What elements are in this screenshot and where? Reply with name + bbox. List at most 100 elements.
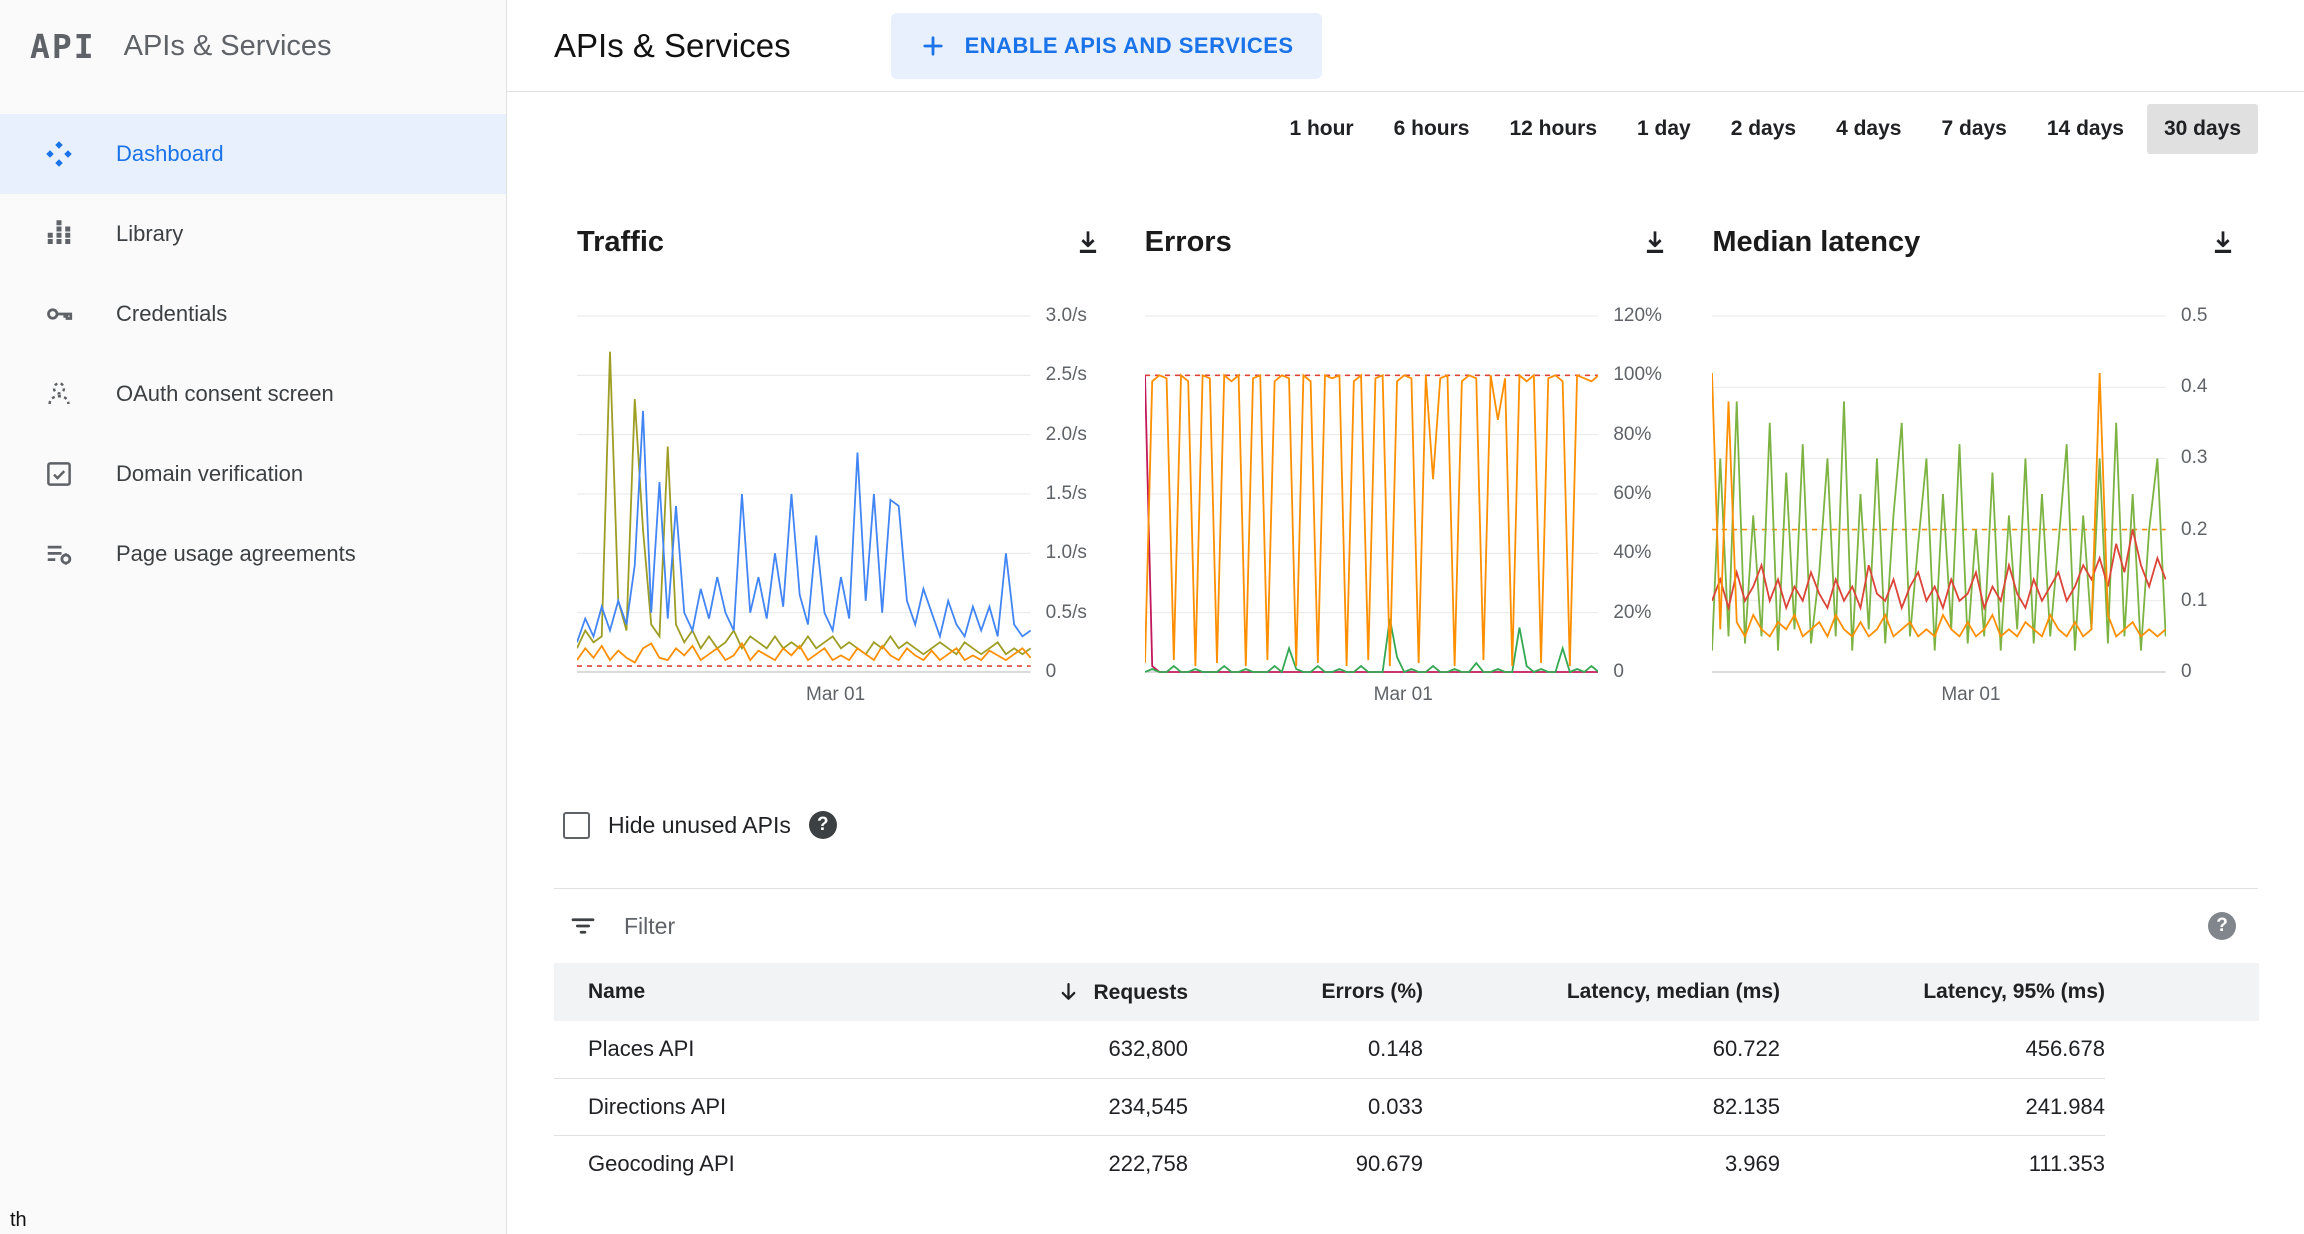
row-filler (2105, 1135, 2259, 1192)
plus-icon (923, 35, 943, 56)
column-header-requests[interactable]: Requests (914, 963, 1188, 1021)
cell-requests: 632,800 (1108, 1036, 1188, 1062)
chart-x-axis: Mar 01 (1712, 674, 2166, 708)
sidebar-item-library[interactable]: Library (0, 194, 506, 274)
y-axis-label: 100% (1613, 364, 1662, 386)
time-range-7-days[interactable]: 7 days (1941, 117, 2007, 140)
library-icon (44, 219, 74, 249)
y-axis-label: 0.3 (2181, 447, 2208, 469)
api-name-cell[interactable]: Directions API (554, 1077, 914, 1135)
time-range-30-days[interactable]: 30 days (2146, 104, 2258, 154)
y-axis-label: 2.5/s (1045, 364, 1087, 386)
charts-section: Traffic 3.0/s 2.5/s 2.0/s 1.5/s 1.0/s 0.5/s 0 … (507, 154, 2304, 708)
sidebar: API APIs & Services Dashboard Library Cred… (0, 0, 507, 1234)
chart-x-axis: Mar 01 (577, 674, 1031, 708)
table-help-icon[interactable]: ? (2208, 912, 2236, 940)
sidebar-item-label: Dashboard (116, 141, 224, 166)
y-axis-label: 0 (1613, 661, 1624, 682)
sidebar-item-page-usage-agreements[interactable]: Page usage agreements (0, 514, 506, 594)
column-header-errors[interactable]: Errors (%) (1321, 980, 1423, 1003)
main-header: APIs & Services ENABLE APIS AND SERVICES (507, 0, 2304, 92)
table-row[interactable]: Directions API 234,545 0.033 82.135 241.984 (554, 1077, 2259, 1135)
y-axis-label: 1.0/s (1045, 542, 1087, 564)
table-row[interactable]: Geocoding API 222,758 90.679 3.969 111.353 (554, 1134, 2259, 1192)
hide-unused-apis-label: Hide unused APIs (608, 811, 791, 838)
y-axis-label: 0.5/s (1045, 601, 1087, 623)
chart-y-axis: 0.5 0.4 0.3 0.2 0.1 0 (2166, 304, 2238, 682)
chart-body: 120% 100% 80% 60% 40% 20% 0 (1145, 304, 1671, 682)
hide-unused-apis-checkbox[interactable] (563, 811, 590, 839)
api-logo: API (30, 26, 96, 66)
cell-latency_95: 241.984 (1780, 1077, 2105, 1135)
chart-x-label: Mar 01 (806, 684, 866, 705)
filter-input[interactable] (624, 912, 2182, 940)
errors-chart-panel: Errors 120% 100% 80% 60% 40% 20% 0 Mar 01 (1144, 212, 1671, 708)
hide-unused-apis-row: Hide unused APIs ? (563, 808, 2304, 842)
sidebar-item-domain-verification[interactable]: Domain verification (0, 434, 506, 514)
cell-latency_95: 111.353 (1780, 1134, 2105, 1192)
api-name-cell[interactable]: Places API (588, 1036, 695, 1062)
row-filler (2105, 1021, 2259, 1078)
chart-header: Median latency (1712, 212, 2238, 272)
oauth-consent-icon (44, 379, 74, 409)
enable-apis-button-label: ENABLE APIS AND SERVICES (964, 32, 1294, 58)
sidebar-header: API APIs & Services (0, 0, 506, 92)
chart-x-label: Mar 01 (1373, 684, 1433, 705)
help-icon[interactable]: ? (808, 811, 837, 839)
sidebar-item-credentials[interactable]: Credentials (0, 274, 506, 354)
chart-plot (577, 304, 1031, 674)
column-header-latency-median-ms[interactable]: Latency, median (ms) (1566, 980, 1780, 1003)
time-range-14-days[interactable]: 14 days (2046, 117, 2124, 140)
chart-body: 3.0/s 2.5/s 2.0/s 1.5/s 1.0/s 0.5/s 0 (577, 304, 1103, 682)
table-body: Places API 632,800 0.148 60.722 456.678 Direc… (554, 1021, 2259, 1192)
y-axis-label: 40% (1613, 542, 1652, 564)
chart-header: Errors (1145, 212, 1671, 272)
chart-plot (1712, 304, 2166, 674)
y-axis-label: 120% (1613, 305, 1662, 326)
header-filler (2105, 963, 2259, 1021)
y-axis-label: 0.2 (2181, 518, 2208, 540)
main-content: APIs & Services ENABLE APIS AND SERVICES… (507, 0, 2304, 1234)
chart-x-label: Mar 01 (1941, 684, 2001, 705)
sidebar-item-dashboard[interactable]: Dashboard (0, 114, 506, 194)
traffic-chart-panel: Traffic 3.0/s 2.5/s 2.0/s 1.5/s 1.0/s 0.5/s 0 … (577, 212, 1103, 708)
column-header-latency-95-ms[interactable]: Latency, 95% (ms) (1923, 980, 2105, 1003)
download-icon[interactable] (1073, 227, 1103, 257)
api-table-card: ? Name Requests Errors (%) Latency, median … (554, 888, 2259, 1192)
download-icon[interactable] (1640, 227, 1670, 257)
time-range-12-hours[interactable]: 12 hours (1509, 117, 1597, 140)
key-icon (44, 299, 74, 329)
y-axis-label: 0.1 (2181, 589, 2208, 611)
api-name-cell[interactable]: Geocoding API (554, 1134, 914, 1192)
sidebar-item-label: Domain verification (116, 461, 304, 486)
download-icon[interactable] (2208, 227, 2238, 257)
time-range-1-day[interactable]: 1 day (1637, 117, 1691, 140)
y-axis-label: 0 (1045, 661, 1057, 682)
chart-x-axis: Mar 01 (1145, 674, 1599, 708)
time-range-4-days[interactable]: 4 days (1836, 117, 1902, 140)
time-range-2-days[interactable]: 2 days (1730, 117, 1797, 140)
median-latency-chart-panel: Median latency 0.5 0.4 0.3 0.2 0.1 0 Mar 01 (1712, 212, 2238, 708)
time-range-1-hour[interactable]: 1 hour (1289, 117, 1354, 140)
dashboard-icon (44, 139, 74, 169)
cell-latency_median: 3.969 (1423, 1134, 1780, 1192)
table-row[interactable]: Places API 632,800 0.148 60.722 456.678 (554, 1021, 2259, 1078)
time-range-6-hours[interactable]: 6 hours (1393, 117, 1470, 140)
sidebar-item-label: Page usage agreements (116, 541, 356, 566)
cell-errors: 0.033 (1188, 1077, 1423, 1135)
chart-header: Traffic (577, 212, 1103, 272)
cell-requests: 222,758 (914, 1134, 1188, 1192)
sidebar-item-label: OAuth consent screen (116, 381, 334, 406)
column-header-name[interactable]: Name (588, 980, 646, 1003)
page-usage-icon (44, 539, 74, 569)
time-range-selector: 1 hour 6 hours 12 hours 1 day 2 days 4 days 7 … (507, 92, 2304, 154)
sort-descending-icon (1062, 982, 1076, 1000)
y-axis-label: 0 (2181, 661, 2192, 682)
enable-apis-button[interactable]: ENABLE APIS AND SERVICES (890, 12, 1322, 79)
y-axis-label: 20% (1613, 601, 1652, 623)
api-table: Name Requests Errors (%) Latency, median (m… (554, 963, 2259, 1192)
y-axis-label: 0.4 (2181, 376, 2208, 398)
page-title: APIs & Services (554, 26, 791, 64)
sidebar-item-oauth-consent-screen[interactable]: OAuth consent screen (0, 354, 506, 434)
